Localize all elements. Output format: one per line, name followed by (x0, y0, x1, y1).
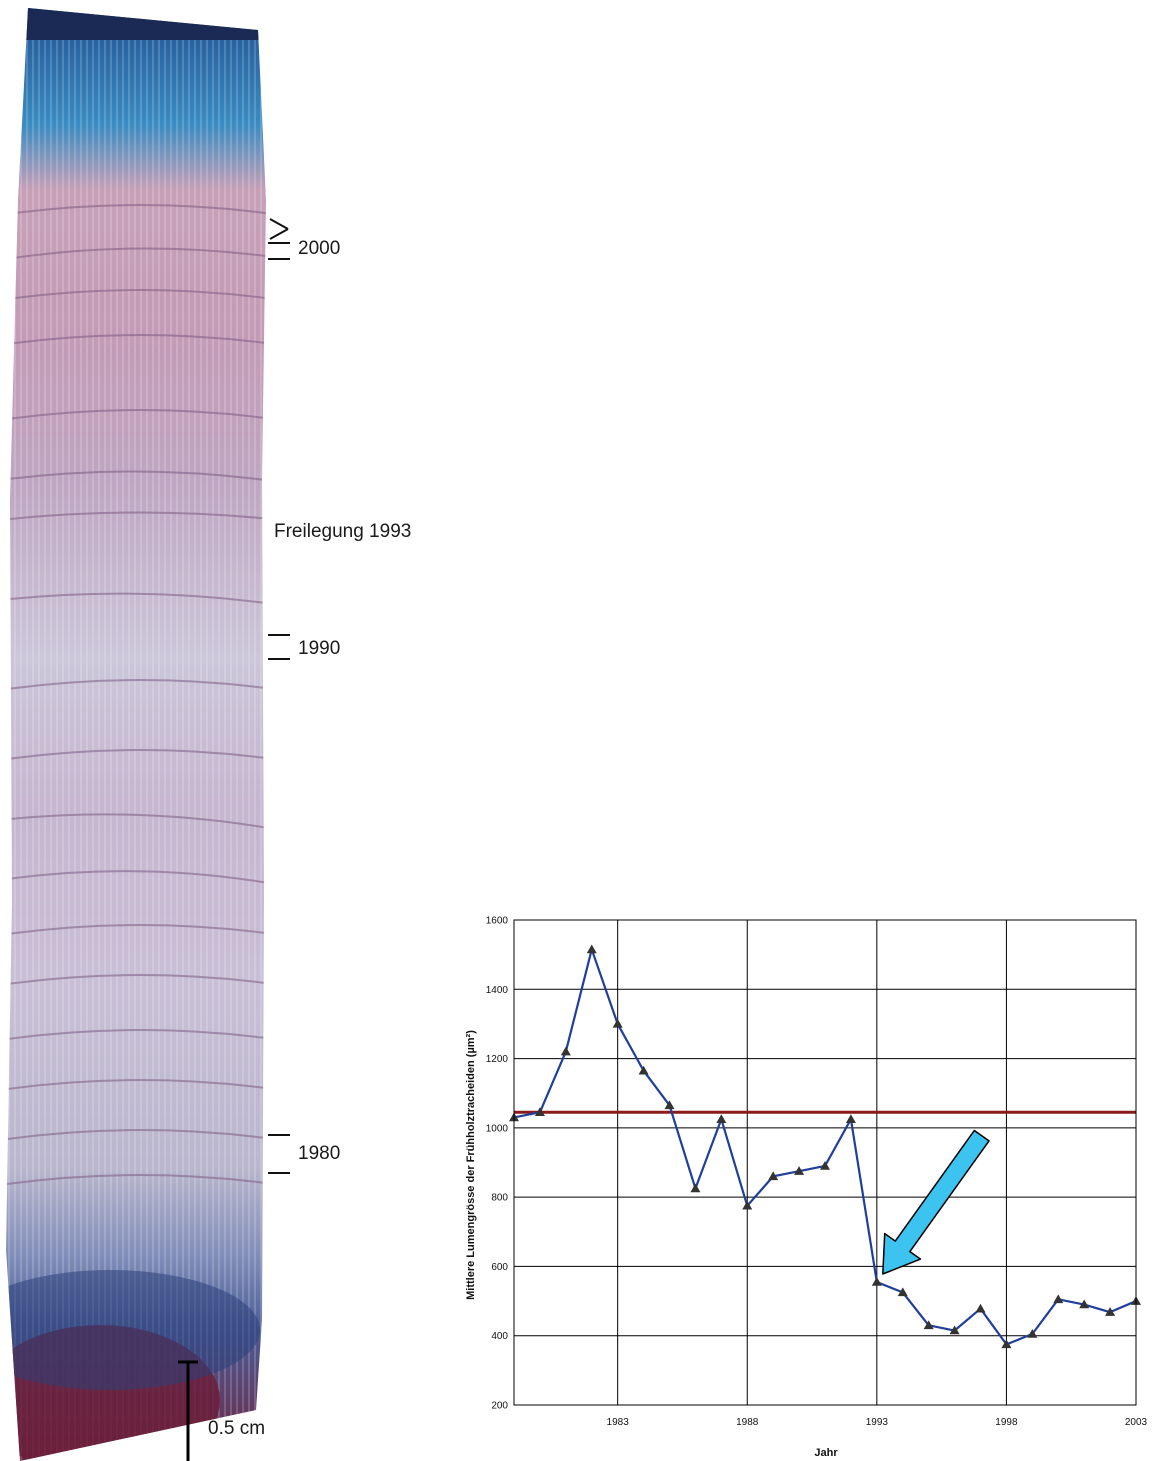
plot-area-border (513, 919, 1137, 1406)
data-point-marker (1001, 1339, 1012, 1349)
y-tick-label: 200 (491, 1401, 508, 1412)
y-tick-label: 600 (491, 1262, 508, 1273)
data-point-marker (768, 1171, 779, 1181)
chart-series (513, 948, 1137, 1346)
y-tick-label: 800 (491, 1193, 508, 1204)
data-point-marker (664, 1100, 675, 1110)
data-point-marker (820, 1160, 830, 1170)
ring-marker-1990 (268, 634, 290, 660)
data-point-marker (560, 1046, 571, 1056)
annual-rings (6, 204, 266, 1186)
x-tick-label: 1983 (607, 1417, 630, 1428)
data-point-marker (638, 1065, 649, 1075)
scale-bar (178, 1360, 198, 1461)
data-point-marker (1027, 1328, 1038, 1338)
x-tick-labels: 1983 1988 1993 1998 2003 (607, 1417, 1148, 1428)
scale-bar-label: 0.5 cm (208, 1418, 266, 1439)
y-axis-label: Mittlere Lumengrösse der Frühholztrachei… (465, 1030, 477, 1300)
data-point-marker (690, 1183, 701, 1193)
plot-frame (513, 919, 1137, 1406)
ring-marker-1980 (268, 1134, 290, 1174)
label-2000: 2000 (298, 238, 341, 259)
chart-markers (509, 944, 1141, 1349)
data-point-marker (871, 1277, 882, 1286)
highlight-arrow (882, 1129, 990, 1275)
data-point-marker (923, 1320, 934, 1330)
data-point-marker (897, 1287, 908, 1297)
label-1990: 1990 (298, 638, 341, 659)
data-point-marker (1105, 1307, 1116, 1316)
y-tick-label: 400 (491, 1331, 508, 1342)
data-point-marker (975, 1303, 986, 1313)
data-point-marker (586, 944, 597, 954)
y-tick-label: 1400 (486, 985, 509, 996)
y-tick-label: 1200 (486, 1054, 509, 1065)
data-point-marker (845, 1114, 856, 1123)
series-line (513, 948, 1137, 1346)
arrow-shape (882, 1129, 990, 1275)
data-point-marker (716, 1114, 727, 1123)
label-1980: 1980 (298, 1143, 341, 1164)
y-tick-label: 1000 (486, 1123, 509, 1134)
data-point-marker (612, 1018, 623, 1028)
x-tick-label: 2003 (1125, 1417, 1148, 1428)
y-tick-labels: 200 400 600 800 1000 1200 1400 1600 (486, 916, 509, 1412)
ring-marker-2000 (268, 218, 290, 260)
micrograph-strip (6, 8, 266, 1461)
data-point-marker (794, 1166, 805, 1175)
data-point-marker (1053, 1294, 1064, 1304)
x-tick-label: 1998 (995, 1417, 1018, 1428)
x-tick-label: 1993 (866, 1417, 889, 1428)
lumen-size-chart: 200 400 600 800 1000 1200 1400 1600 1983 1988 199… (465, 916, 1148, 1460)
y-tick-label: 1600 (486, 916, 509, 927)
label-freilegung-1993: Freilegung 1993 (274, 521, 412, 542)
data-point-marker (742, 1200, 753, 1210)
wood-cross-section-micrograph (6, 8, 266, 1461)
x-tick-label: 1988 (736, 1417, 759, 1428)
data-point-marker (949, 1325, 960, 1335)
bark-layer (6, 8, 266, 40)
data-point-marker (1079, 1299, 1090, 1309)
data-point-marker (534, 1107, 545, 1117)
x-axis-label: Jahr (814, 1447, 838, 1459)
